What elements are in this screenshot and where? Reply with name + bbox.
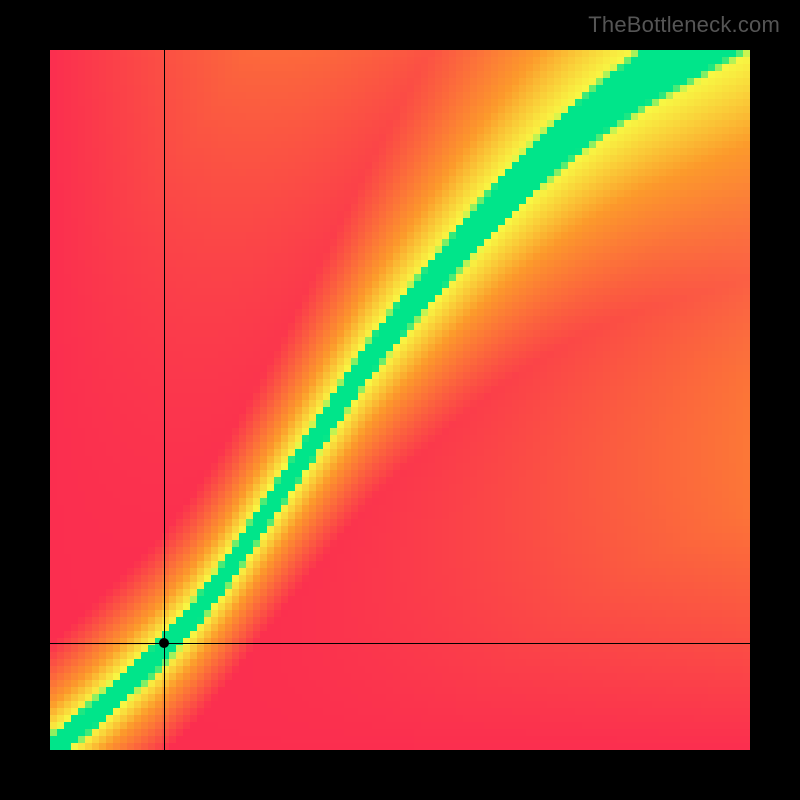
crosshair-horizontal (50, 643, 750, 644)
plot-frame (50, 50, 750, 750)
marker-dot (159, 638, 169, 648)
chart-container: TheBottleneck.com (0, 0, 800, 800)
heatmap-canvas (50, 50, 750, 750)
watermark-text: TheBottleneck.com (588, 12, 780, 38)
